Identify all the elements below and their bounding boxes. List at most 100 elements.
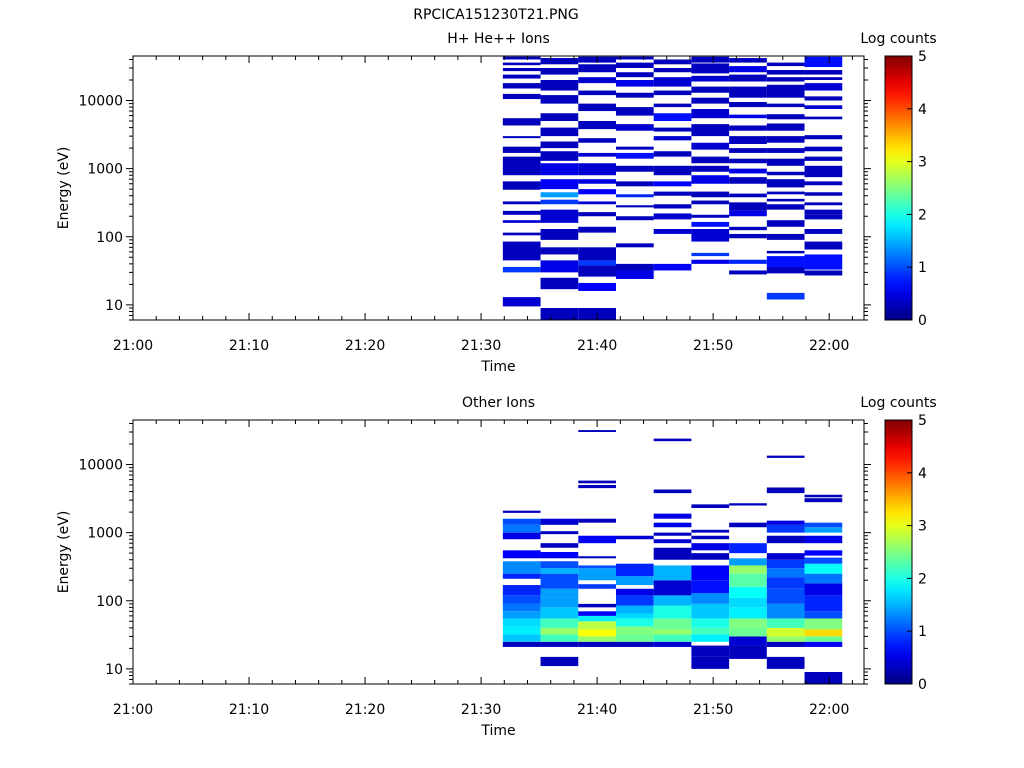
heatmap-cell [804, 550, 843, 556]
heatmap-cell [766, 256, 805, 267]
y-axis: 10 100 1000 10000 Energy (eV) [56, 58, 871, 321]
heatmap-cell [578, 480, 616, 484]
heatmap-cell [540, 573, 579, 589]
heatmap-cell [502, 532, 541, 540]
heatmap-cell [578, 518, 616, 523]
heatmap-cell [691, 156, 730, 164]
heatmap-cell [766, 114, 805, 120]
heatmap-cell [540, 127, 579, 137]
heatmap-cell [691, 618, 730, 628]
heatmap-cell [653, 605, 692, 619]
heatmap-cell [615, 641, 654, 647]
heatmap-cell [766, 204, 805, 210]
plot-frame [132, 55, 865, 321]
heatmap-cell [691, 175, 730, 184]
heatmap-cell [691, 200, 730, 205]
x-tick-label: 21:50 [693, 702, 733, 718]
heatmap-cell [615, 107, 654, 116]
heatmap-cell [804, 583, 843, 596]
heatmap-cell [653, 136, 692, 141]
heatmap-cell [729, 618, 767, 628]
heatmap-cell [804, 77, 843, 80]
heatmap-cell [804, 611, 843, 619]
heatmap-cell [615, 92, 654, 98]
heatmap-cell [502, 510, 541, 513]
heatmap-cell [578, 282, 616, 291]
heatmap-cell [615, 634, 654, 642]
heatmap-cell [502, 297, 541, 307]
heatmap-cell [804, 618, 843, 630]
heatmap-cell [729, 158, 767, 164]
heatmap-cell [766, 266, 805, 274]
heatmap-cell [502, 93, 541, 100]
y-tick-label: 1000 [87, 162, 123, 178]
x-tick-label: 21:20 [345, 702, 385, 718]
panel-title: Other Ions [462, 395, 535, 411]
heatmap-cell [804, 498, 843, 503]
heatmap-cell [766, 171, 805, 176]
heatmap-cell [615, 56, 654, 60]
heatmap-cell [653, 204, 692, 209]
heatmap-cell [502, 156, 541, 176]
heatmap-cell [615, 535, 654, 540]
heatmap-cell [578, 103, 616, 112]
heatmap-cell [540, 199, 579, 205]
heatmap-cell [804, 181, 843, 186]
heatmap-cell [615, 181, 654, 187]
heatmap-cell [502, 83, 541, 89]
x-tick-label: 21:40 [577, 338, 617, 354]
heatmap-cell [653, 489, 692, 494]
heatmap-cell [502, 595, 541, 604]
heatmap-cell [804, 83, 843, 91]
heatmap-cell [578, 64, 616, 73]
heatmap-cell [804, 192, 843, 196]
heatmap-cell [804, 595, 843, 612]
heatmap-cell [578, 636, 616, 642]
heatmap-cell [804, 672, 843, 684]
heatmap-cell [729, 86, 767, 98]
heatmap-cell [615, 124, 654, 131]
y-tick-label: 10 [105, 298, 123, 314]
heatmap-cell [578, 611, 616, 616]
heatmap-cell [615, 626, 654, 635]
heatmap-cell [729, 607, 767, 619]
x-tick-label: 21:50 [693, 338, 733, 354]
heatmap-cell [540, 79, 579, 91]
heatmap-cell [540, 656, 579, 667]
heatmap-cell [691, 142, 730, 150]
heatmap-cell [804, 270, 843, 276]
heatmap-cell [653, 532, 692, 536]
colorbar: 0 1 2 3 4 5 Log counts [860, 31, 936, 329]
x-axis: 21:00 21:10 21:20 21:30 21:40 21:50 22:00 Time [113, 420, 853, 739]
heatmap-cell [766, 524, 805, 533]
heatmap-cell [766, 656, 805, 669]
heatmap-cell [691, 645, 730, 657]
heatmap-cell [691, 627, 730, 635]
heatmap-cell [804, 241, 843, 250]
heatmap-cell [766, 553, 805, 560]
figure-title: RPCICA151230T21.PNG [413, 7, 578, 23]
x-tick-label: 21:20 [345, 338, 385, 354]
heatmap-cell [766, 627, 805, 637]
heatmap-cell [502, 146, 541, 153]
heatmap-cell [578, 189, 616, 195]
heatmap-cell [766, 603, 805, 619]
heatmap-cell [804, 135, 843, 140]
heatmap-cell [691, 259, 730, 264]
y-axis-label: Energy (eV) [56, 511, 72, 594]
heatmap-cell [578, 535, 616, 544]
heatmap-cell [615, 243, 654, 248]
y-tick-label: 100 [96, 594, 123, 610]
heatmap-cell [766, 641, 805, 647]
heatmap-cell [578, 121, 616, 130]
heatmap-cell [729, 503, 767, 506]
heatmap-cell [691, 543, 730, 551]
heatmap-cell [691, 228, 730, 242]
heatmap-cell [691, 535, 730, 540]
heatmap-cell [766, 198, 805, 202]
heatmap-cell [653, 629, 692, 635]
heatmap-cell [615, 146, 654, 150]
heatmap-cell [729, 543, 767, 554]
